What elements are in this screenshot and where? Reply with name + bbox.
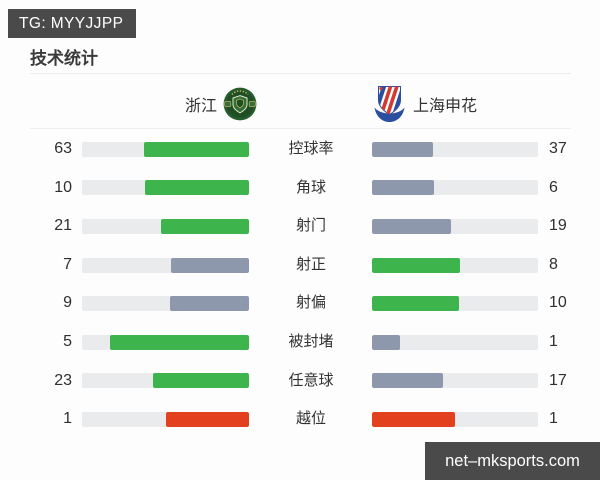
stat-row: 10 角球 6 (0, 169, 600, 208)
site-watermark-badge: net–mksports.com (425, 442, 600, 480)
home-value: 23 (54, 371, 72, 389)
home-bar-track (82, 334, 249, 350)
stat-label: 射偏 (295, 294, 326, 312)
home-bar-track (82, 218, 249, 234)
away-bar-track (372, 180, 538, 196)
away-bar-fill (372, 334, 400, 350)
home-bar-fill (143, 141, 249, 157)
divider (30, 128, 571, 129)
stat-row: 23 任意球 17 (0, 362, 600, 401)
away-team: 上海申花 (372, 84, 477, 124)
home-bar-track (82, 180, 249, 196)
home-bar-fill (171, 257, 249, 273)
home-bar-fill (144, 180, 249, 196)
stat-label: 角球 (295, 178, 326, 196)
stat-row: 1 越位 1 (0, 400, 600, 439)
telegram-watermark-badge: TG: MYYJJPP (8, 9, 137, 38)
away-bar-fill (372, 411, 455, 427)
home-value: 63 (54, 140, 72, 157)
home-bar-fill (161, 218, 249, 234)
home-bar-track (82, 257, 249, 273)
away-bar-track (372, 218, 538, 234)
away-bar-track (372, 257, 538, 273)
home-bar-track (82, 141, 249, 157)
stat-label: 射正 (295, 255, 326, 273)
stat-row: 9 射偏 10 (0, 284, 600, 323)
away-value: 17 (549, 371, 567, 389)
stat-row: 5 被封堵 1 (0, 323, 600, 362)
home-value: 1 (63, 410, 72, 428)
home-value: 21 (54, 217, 72, 235)
away-value: 8 (549, 255, 558, 273)
stat-row: 63 控球率 37 (0, 130, 600, 169)
stats-list: 63 控球率 37 10 角球 6 21 射门 19 7 射正 8 9 射偏 10 5 被封堵 1 23 任意球 17 1… (0, 130, 600, 439)
home-value: 5 (63, 332, 72, 350)
stat-label: 控球率 (288, 140, 334, 157)
home-team: 浙江 (185, 84, 257, 124)
away-bar-track (372, 296, 538, 312)
away-bar-track (372, 141, 538, 157)
away-bar-fill (372, 373, 443, 389)
away-bar-fill (372, 141, 434, 157)
home-bar-track (82, 373, 249, 389)
away-bar-track (372, 373, 538, 389)
away-bar-fill (372, 257, 461, 273)
page-title: 技术统计 (30, 49, 98, 68)
site-watermark-label: net–mksports.com (445, 451, 580, 470)
away-value: 6 (549, 178, 558, 196)
stat-label: 被封堵 (288, 332, 334, 350)
home-value: 10 (54, 178, 72, 196)
away-value: 1 (549, 410, 558, 428)
home-bar-fill (165, 411, 249, 427)
away-value: 37 (549, 140, 567, 157)
home-value: 9 (63, 294, 72, 312)
away-team-name: 上海申花 (413, 98, 478, 115)
away-bar-fill (372, 296, 460, 312)
home-bar-fill (169, 296, 249, 312)
home-bar-track (82, 411, 249, 427)
away-bar-fill (372, 218, 451, 234)
shenhua-crest-icon (374, 86, 405, 122)
stat-label: 任意球 (288, 371, 334, 389)
telegram-watermark-label: TG: MYYJJPP (19, 15, 124, 32)
team-header: 浙江 (0, 82, 600, 126)
stat-label: 越位 (295, 410, 326, 428)
home-value: 7 (63, 255, 72, 273)
away-bar-track (372, 411, 538, 427)
away-value: 1 (549, 332, 558, 350)
home-bar-track (82, 296, 249, 312)
away-value: 10 (549, 294, 567, 312)
away-value: 19 (549, 217, 567, 235)
divider (30, 73, 571, 74)
home-team-name: 浙江 (185, 98, 218, 115)
home-bar-fill (152, 373, 249, 389)
away-bar-fill (372, 180, 435, 196)
home-bar-fill (109, 334, 249, 350)
zhejiang-crest-icon (223, 87, 257, 121)
stat-label: 射门 (295, 217, 326, 235)
stat-row: 7 射正 8 (0, 246, 600, 285)
away-bar-track (372, 334, 538, 350)
stat-row: 21 射门 19 (0, 207, 600, 246)
